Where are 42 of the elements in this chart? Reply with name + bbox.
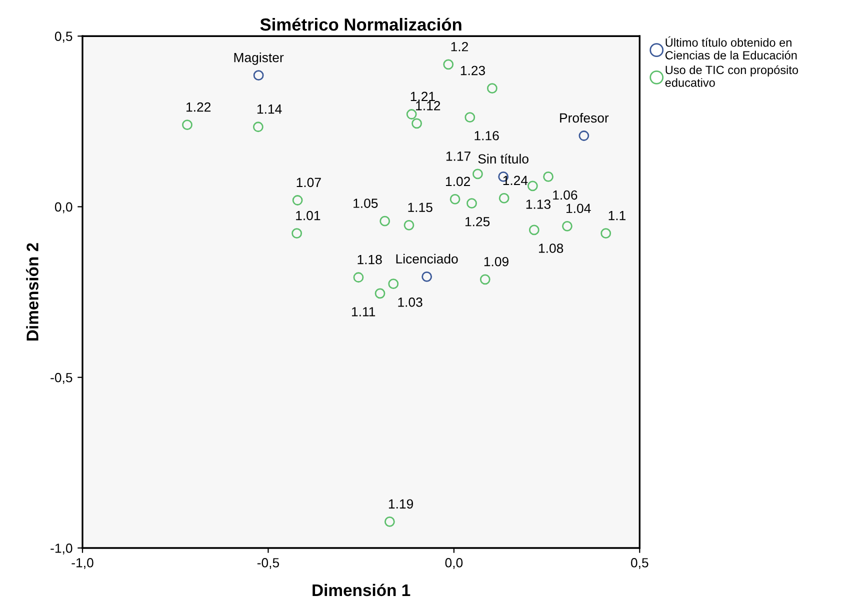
annotation: 1.04 <box>566 204 591 214</box>
annotation: 1.06 <box>553 190 578 200</box>
y-tick-label: 0,5 <box>54 32 72 43</box>
annotation: Licenciado <box>396 254 458 264</box>
annotation: 1.16 <box>474 130 499 140</box>
annotation: 1.08 <box>538 244 564 253</box>
annotation: 1.15 <box>408 202 432 212</box>
y-tick-label: 0,0 <box>54 202 72 214</box>
legend-label: Uso de TIC con propósito educativo <box>665 65 798 87</box>
annotation: 1.1 <box>608 211 626 220</box>
x-axis-title: Dimensión 1 <box>312 584 410 596</box>
y-tick-label: -1,0 <box>50 544 72 554</box>
x-tick-label: -1,0 <box>72 558 94 569</box>
annotation: 1.14 <box>257 104 282 114</box>
annotation: 1.11 <box>352 307 376 316</box>
annotation: 1.17 <box>446 152 470 161</box>
annotation: Magister <box>234 52 284 65</box>
annotation: 1.03 <box>398 298 422 307</box>
annotation: 1.05 <box>354 198 378 208</box>
annotation: 1.21 <box>410 92 435 101</box>
annotation: 1.12 <box>416 101 440 110</box>
annotation: 1.13 <box>526 200 550 209</box>
annotation: 1.2 <box>451 42 468 52</box>
annotation: 1.19 <box>388 499 413 509</box>
legend-label: Último título obtenido en Ciencias de la Educación <box>665 36 797 60</box>
annotation: 1.18 <box>358 254 382 264</box>
annotation: 1.22 <box>186 102 211 112</box>
x-tick-label: -0,5 <box>257 558 280 569</box>
annotation: 1.23 <box>460 66 486 76</box>
annotation: Sin título <box>478 154 528 164</box>
annotation: Profesor <box>560 112 609 123</box>
y-tick-label: -0,5 <box>50 372 72 384</box>
annotation: 1.01 <box>296 210 320 220</box>
annotation: 1.24 <box>503 176 528 185</box>
x-tick-label: 0,5 <box>630 558 648 569</box>
annotation: 1.07 <box>296 178 321 188</box>
y-axis-title: Dimensión 2 <box>26 243 38 340</box>
annotation: 1.09 <box>484 256 508 266</box>
annotation: 1.02 <box>446 176 470 186</box>
annotation: 1.25 <box>465 216 490 226</box>
x-tick-label: 0,0 <box>445 558 463 569</box>
chart-title: Simétrico Normalización <box>260 18 462 31</box>
